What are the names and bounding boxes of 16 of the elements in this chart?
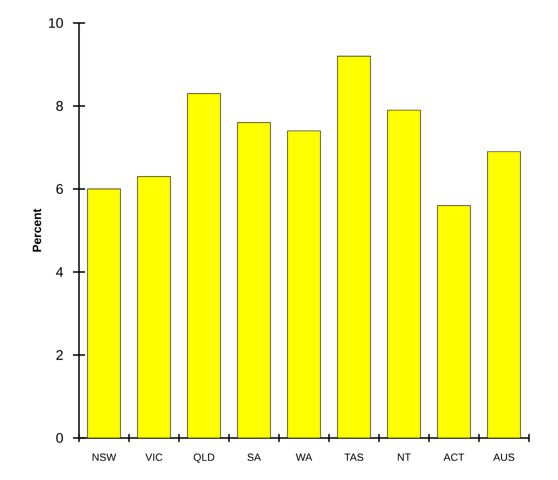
y-axis-title: Percent (32, 208, 42, 252)
y-tick-label: 2 (56, 350, 63, 360)
y-tick-label: 8 (56, 101, 63, 111)
x-tick-label: AUS (493, 454, 514, 461)
y-tick-label: 0 (56, 433, 63, 443)
x-tick-label: VIC (145, 454, 162, 461)
x-tick-label: QLD (194, 454, 214, 463)
x-tick-label: ACT (444, 454, 464, 461)
y-tick-label: 4 (56, 267, 64, 277)
x-tick-label: WA (296, 454, 312, 461)
x-tick-label: NSW (92, 454, 116, 461)
x-tick-label: TAS (344, 454, 364, 461)
x-tick-label: NT (398, 454, 411, 461)
x-tick-label: SA (247, 454, 261, 461)
y-tick-label: 6 (56, 184, 63, 194)
y-tick-label: 10 (49, 18, 63, 28)
